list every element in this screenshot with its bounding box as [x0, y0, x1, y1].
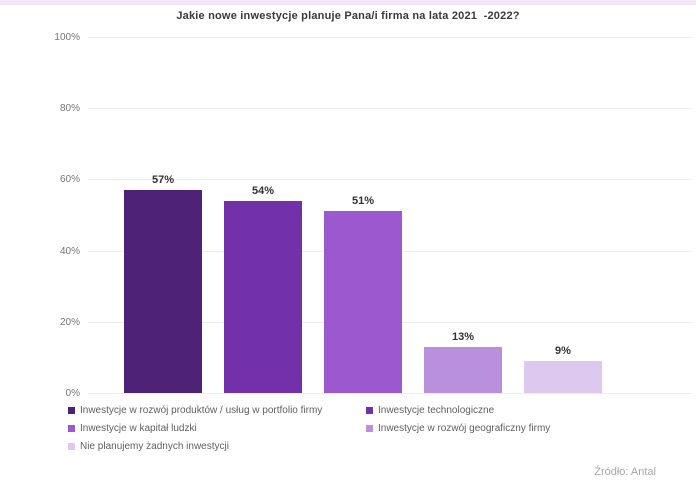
legend-item: Nie planujemy żadnych inwestycji [68, 440, 366, 452]
y-axis-tick-label: 0% [65, 388, 80, 399]
bar-value-label: 51% [351, 195, 375, 207]
plot-area: 100% 80% 60% 40% 20% 0% 57% 54% 51% 13% 9% [54, 32, 692, 399]
legend-swatch-icon [68, 442, 75, 450]
bar-5 [524, 361, 602, 393]
bar-1 [124, 190, 202, 393]
y-axis-tick-label: 20% [59, 317, 80, 328]
bar-value-label: 54% [251, 185, 275, 197]
gridline [88, 108, 692, 109]
bar-value-label: 13% [451, 331, 475, 343]
chart-title: Jakie nowe inwestycje planuje Pana/i fir… [176, 10, 520, 22]
legend-label: Inwestycje w rozwój produktów / usług w … [80, 404, 323, 416]
legend-item: Inwestycje technologiczne [366, 404, 666, 416]
legend-label: Inwestycje technologiczne [378, 404, 495, 416]
top-accent-strip [0, 0, 696, 5]
gridline [88, 393, 692, 394]
legend-item: Inwestycje w rozwój geograficzny firmy [366, 422, 666, 434]
legend-swatch-icon [68, 406, 75, 414]
legend-label: Inwestycje w kapitał ludzki [80, 422, 197, 434]
y-axis-tick-label: 40% [59, 246, 80, 257]
y-axis-tick-label: 100% [54, 32, 80, 43]
legend-item: Inwestycje w rozwój produktów / usług w … [68, 404, 366, 416]
bar-value-label: 9% [555, 345, 571, 357]
legend-swatch-icon [366, 424, 373, 432]
bar-3 [324, 211, 402, 393]
legend-item: Inwestycje w kapitał ludzki [68, 422, 366, 434]
bar-2 [224, 201, 302, 393]
bar-4 [424, 347, 502, 393]
legend-label: Inwestycje w rozwój geograficzny firmy [378, 422, 551, 434]
y-axis-tick-label: 60% [59, 174, 80, 185]
legend: Inwestycje w rozwój produktów / usług w … [68, 404, 666, 452]
gridline [88, 179, 692, 180]
legend-swatch-icon [366, 406, 373, 414]
legend-label: Nie planujemy żadnych inwestycji [80, 440, 229, 452]
bar-value-label: 57% [151, 174, 175, 186]
legend-swatch-icon [68, 424, 75, 432]
gridline [88, 37, 692, 38]
y-axis-tick-label: 80% [59, 103, 80, 114]
source-note: Źródło: Antal [594, 466, 656, 478]
